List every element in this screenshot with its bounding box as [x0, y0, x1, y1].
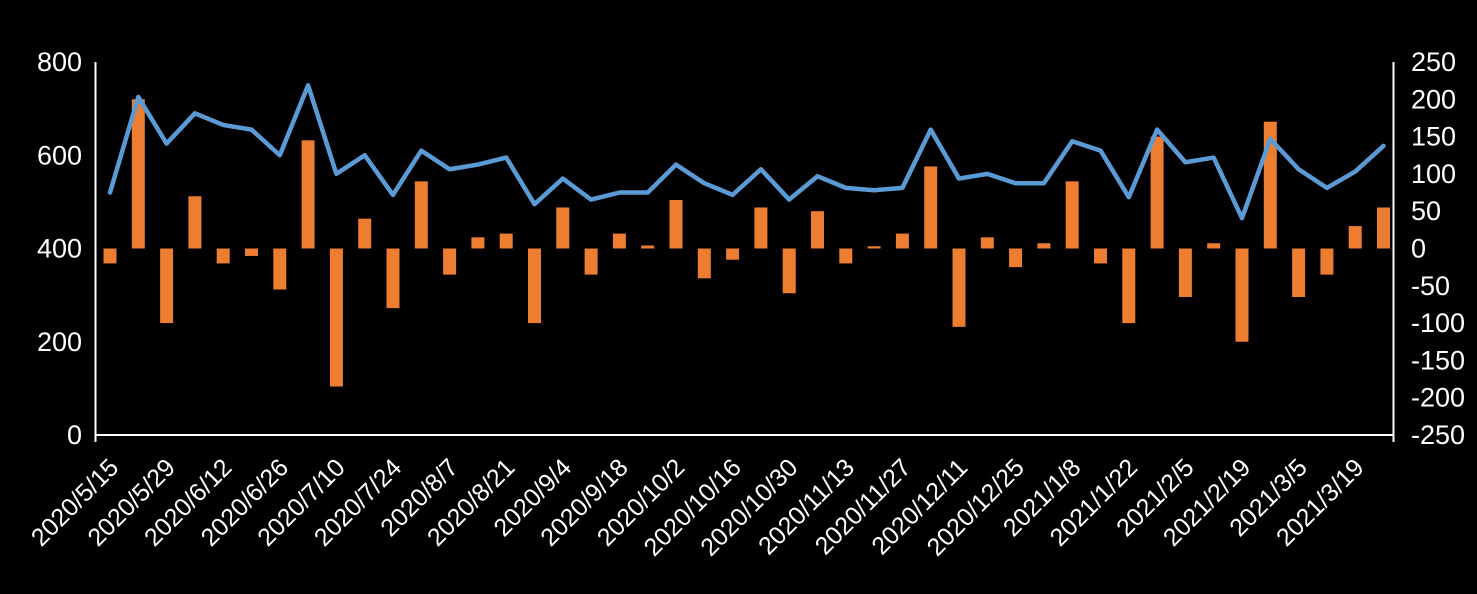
bar — [245, 248, 258, 256]
bar — [556, 207, 570, 249]
right-axis-tick-label: -100 — [1411, 308, 1465, 338]
bar — [697, 248, 711, 279]
bar — [839, 248, 853, 264]
bar — [273, 248, 287, 290]
bar — [103, 248, 117, 264]
bar — [528, 248, 541, 324]
bar — [1348, 226, 1362, 249]
bar — [1377, 207, 1390, 249]
bar — [131, 99, 145, 249]
bar — [811, 211, 824, 249]
right-axis-tick-label: -150 — [1411, 345, 1465, 375]
bar — [1065, 181, 1079, 249]
line-series — [107, 83, 1386, 221]
bar — [1320, 248, 1334, 275]
bar — [188, 196, 202, 249]
right-axis-tick-label: 100 — [1411, 159, 1456, 189]
bar — [160, 248, 174, 324]
left-axis-tick-label: 600 — [37, 140, 82, 170]
bar — [358, 218, 372, 249]
bar — [952, 248, 966, 327]
bar — [1094, 248, 1107, 264]
bar — [669, 200, 683, 249]
right-axis-tick-label: -50 — [1411, 271, 1450, 301]
bar — [386, 248, 400, 309]
bar — [895, 233, 909, 249]
right-axis-tick-label: 200 — [1411, 84, 1456, 114]
left-axis-tick-label: 400 — [37, 234, 82, 264]
bar — [924, 166, 938, 249]
right-axis-tick-label: 250 — [1411, 47, 1456, 77]
bar — [1122, 248, 1136, 324]
bar — [641, 245, 655, 249]
bar — [1009, 248, 1023, 268]
bar — [471, 237, 485, 249]
bar — [726, 248, 740, 260]
bar — [1150, 136, 1164, 249]
bar — [1207, 243, 1221, 249]
bar — [329, 248, 343, 387]
right-axis-tick-label: 0 — [1411, 234, 1426, 264]
bar — [301, 140, 315, 249]
right-axis-tick-label: -200 — [1411, 383, 1465, 413]
bar — [980, 237, 994, 249]
right-axis-tick-label: 50 — [1411, 196, 1441, 226]
bar — [754, 207, 768, 249]
bar — [414, 181, 428, 249]
left-axis-tick-label: 0 — [67, 420, 82, 450]
bar — [1292, 248, 1306, 297]
bar — [216, 248, 230, 264]
right-axis-tick-label: -250 — [1411, 420, 1465, 450]
bar — [499, 233, 513, 249]
bar — [443, 248, 457, 275]
bar — [1178, 248, 1192, 297]
bar — [1235, 248, 1249, 342]
left-axis-tick-label: 800 — [37, 47, 82, 77]
left-axis-tick-label: 200 — [37, 327, 82, 357]
bar — [867, 246, 881, 249]
bar — [782, 248, 796, 294]
right-axis-tick-label: 150 — [1411, 122, 1456, 152]
bar — [1037, 243, 1051, 249]
bar — [612, 233, 626, 249]
bar — [584, 248, 598, 275]
